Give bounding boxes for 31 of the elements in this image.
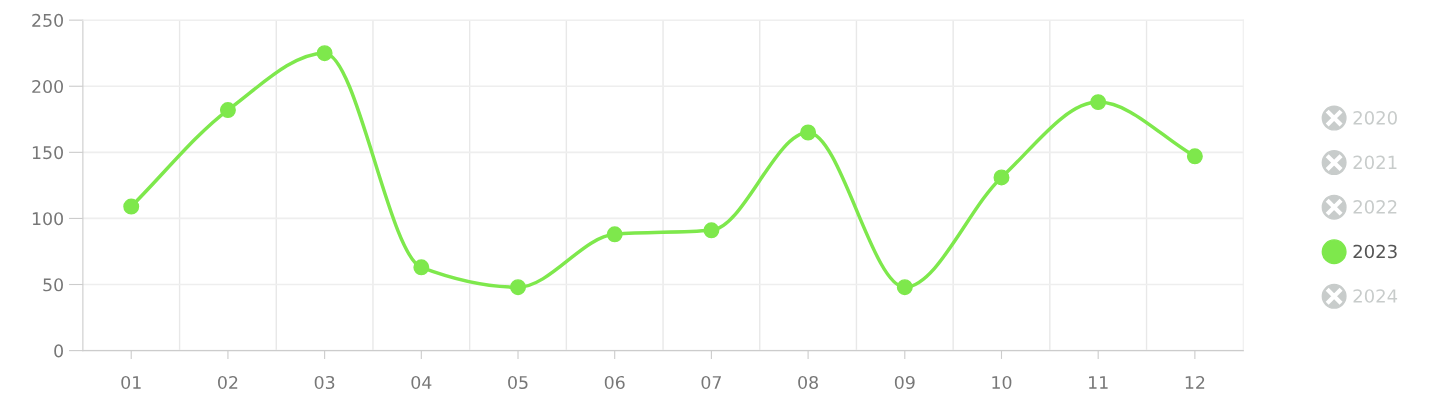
point [703,222,720,239]
y-tick-label: 0 [54,344,63,358]
y-tick-label: 100 [32,212,63,226]
point [993,169,1010,186]
y-tick-label: 250 [32,13,63,27]
point [1090,94,1107,111]
point [123,198,140,215]
x-tick-label: 09 [894,375,915,390]
x-tick-label: 03 [314,375,335,390]
x-tick-label: 05 [508,375,528,390]
point [896,279,913,296]
x-tick-label: 10 [992,375,1012,390]
x-tick-label: 07 [701,375,721,390]
x-tick-label: 11 [1089,376,1108,389]
point [606,226,623,243]
y-tick-label: 150 [32,146,63,160]
x-tick-label: 08 [798,375,818,390]
point [316,45,333,62]
point [510,279,526,296]
x-tick-label: 01 [121,375,141,390]
point [413,259,430,276]
point [1186,148,1203,165]
y-tick-label: 50 [43,278,63,292]
legend-label: 2023 [1353,244,1397,259]
point [219,102,236,119]
point [800,124,817,141]
x-tick-label: 04 [411,375,432,390]
y-tick-label: 200 [32,79,63,94]
x-tick-label: 06 [604,375,625,390]
x-tick-label: 12 [1185,375,1205,389]
x-tick-label: 02 [218,375,238,390]
